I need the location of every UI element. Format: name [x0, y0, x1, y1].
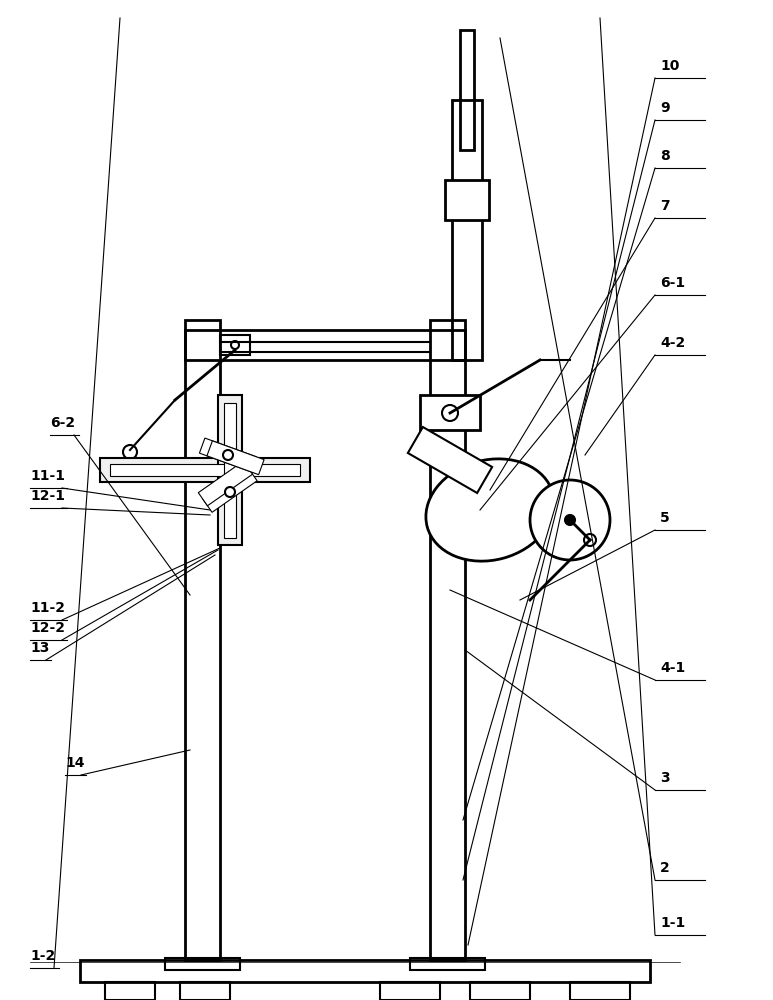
Circle shape — [565, 515, 575, 525]
Ellipse shape — [426, 459, 554, 561]
Text: 8: 8 — [660, 149, 669, 163]
Text: 12-1: 12-1 — [30, 489, 65, 503]
Bar — [100, 458, 310, 482]
Circle shape — [442, 405, 458, 421]
Circle shape — [584, 534, 596, 546]
Circle shape — [223, 450, 233, 460]
Text: 10: 10 — [660, 59, 679, 73]
Text: 2: 2 — [660, 861, 669, 875]
Polygon shape — [408, 427, 492, 493]
Text: 4-2: 4-2 — [660, 336, 685, 350]
Bar — [380, 982, 440, 1000]
Text: 11-2: 11-2 — [30, 601, 65, 615]
Bar — [105, 982, 155, 1000]
Text: 14: 14 — [65, 756, 84, 770]
Bar — [445, 180, 489, 220]
Bar — [470, 982, 530, 1000]
Text: 12-2: 12-2 — [30, 621, 65, 635]
Text: 7: 7 — [660, 199, 669, 213]
Bar — [430, 320, 465, 960]
Polygon shape — [199, 461, 253, 506]
Bar — [185, 320, 220, 960]
Bar — [180, 982, 230, 1000]
Text: 3: 3 — [660, 771, 669, 785]
Circle shape — [231, 341, 239, 349]
Text: 9: 9 — [660, 101, 669, 115]
Polygon shape — [203, 468, 257, 512]
Bar — [420, 395, 480, 430]
Text: 1-1: 1-1 — [660, 916, 685, 930]
Text: 13: 13 — [30, 641, 49, 655]
Bar — [460, 30, 474, 150]
Text: 6-1: 6-1 — [660, 276, 685, 290]
Polygon shape — [199, 438, 257, 472]
Text: 6-2: 6-2 — [50, 416, 75, 430]
Text: 11-1: 11-1 — [30, 469, 65, 483]
Text: 4-1: 4-1 — [660, 661, 685, 675]
Text: 1-2: 1-2 — [30, 949, 55, 963]
Bar — [452, 100, 482, 360]
Polygon shape — [207, 441, 264, 475]
Bar — [218, 395, 242, 545]
Bar — [570, 982, 630, 1000]
Bar — [224, 403, 236, 538]
Text: 5: 5 — [660, 511, 669, 525]
Circle shape — [530, 480, 610, 560]
Bar — [410, 958, 485, 970]
Bar — [80, 960, 650, 982]
Circle shape — [225, 487, 235, 497]
Bar — [110, 464, 300, 476]
Bar — [185, 330, 465, 360]
Circle shape — [123, 445, 137, 459]
Bar — [165, 958, 240, 970]
Bar — [220, 335, 250, 355]
